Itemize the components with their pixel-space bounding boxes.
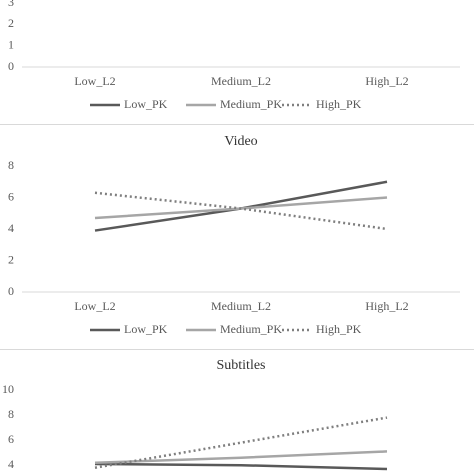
x-tick-label: Medium_L2 — [211, 74, 271, 88]
y-tick-label: 0 — [8, 59, 14, 73]
legend-label: Low_PK — [124, 97, 168, 111]
legend-label: Medium_PK — [220, 97, 282, 111]
x-tick-label: Medium_L2 — [211, 299, 271, 313]
series-line — [94, 462, 388, 471]
y-tick-label: 4 — [8, 221, 14, 235]
x-tick-label: Low_L2 — [74, 74, 115, 88]
y-tick-label: 4 — [8, 457, 14, 471]
y-tick-label: 10 — [2, 382, 14, 396]
series-line — [94, 450, 388, 464]
y-tick-label: 2 — [8, 16, 14, 30]
series-line — [94, 416, 388, 469]
y-tick-label: 6 — [8, 432, 14, 446]
y-tick-label: 8 — [8, 158, 14, 172]
chart-title: Subtitles — [216, 358, 265, 373]
y-tick-label: 2 — [8, 252, 14, 266]
x-tick-label: Low_L2 — [74, 299, 115, 313]
legend-label: Low_PK — [124, 322, 168, 336]
y-tick-label: 6 — [8, 189, 14, 203]
chart-title: Video — [224, 134, 257, 149]
x-tick-label: High_L2 — [365, 299, 408, 313]
legend-label: High_PK — [316, 322, 362, 336]
y-tick-label: 1 — [8, 37, 14, 51]
y-tick-label: 8 — [8, 407, 14, 421]
legend-label: High_PK — [316, 97, 362, 111]
y-tick-label: 3 — [8, 0, 14, 9]
x-tick-label: High_L2 — [365, 74, 408, 88]
legend-label: Medium_PK — [220, 322, 282, 336]
series-line — [94, 191, 388, 231]
y-tick-label: 0 — [8, 284, 14, 298]
